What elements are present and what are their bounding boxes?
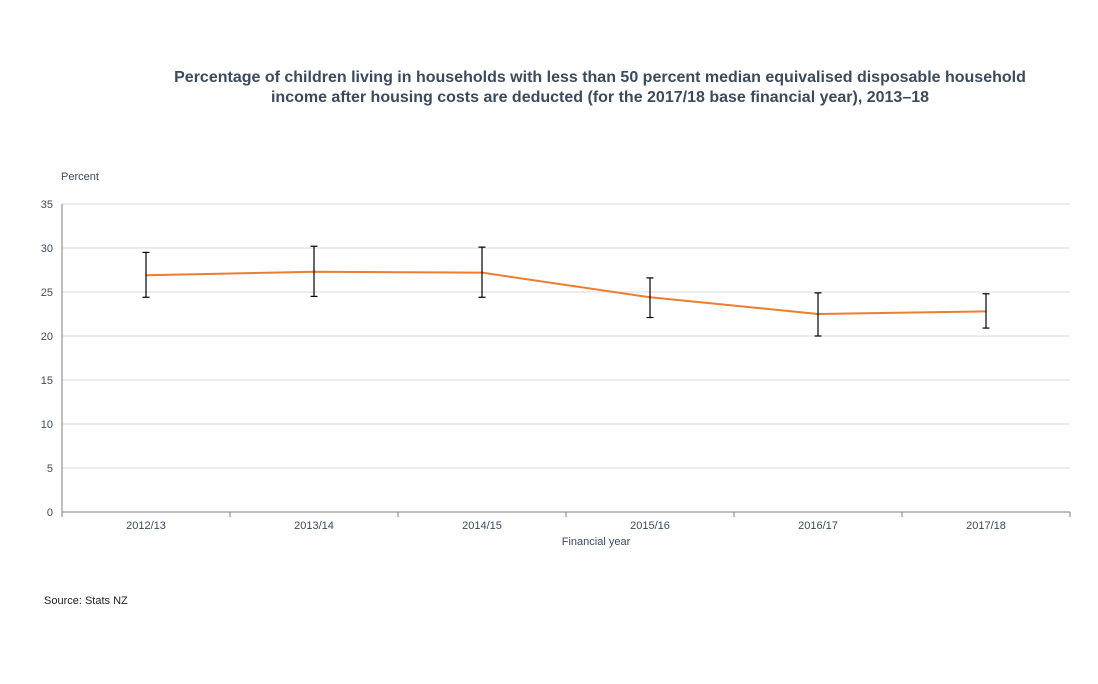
y-tick-label: 20 xyxy=(41,331,53,343)
x-axis-title: Financial year xyxy=(562,536,631,548)
chart-title-line-1: Percentage of children living in househo… xyxy=(174,69,1026,86)
y-tick-label: 5 xyxy=(47,463,53,475)
x-tick-label: 2014/15 xyxy=(462,520,502,532)
chart-title-line-2: income after housing costs are deducted … xyxy=(270,89,930,106)
y-tick-label: 10 xyxy=(41,419,53,431)
y-tick-label: 15 xyxy=(41,375,53,387)
y-tick-label: 0 xyxy=(47,507,53,519)
x-tick-label: 2017/18 xyxy=(966,520,1006,532)
y-tick-label: 25 xyxy=(41,287,53,299)
x-tick-label: 2012/13 xyxy=(126,520,166,532)
series-line xyxy=(145,270,987,315)
source-note: Source: Stats NZ xyxy=(44,595,128,607)
y-tick-label: 35 xyxy=(41,199,53,211)
x-tick-label: 2015/16 xyxy=(630,520,670,532)
chart-title: Percentage of children living in househo… xyxy=(60,68,1098,108)
y-axis-title: Percent xyxy=(61,171,99,183)
x-tick-label: 2013/14 xyxy=(294,520,334,532)
x-tick-label: 2016/17 xyxy=(798,520,838,532)
y-tick-label: 30 xyxy=(41,243,53,255)
